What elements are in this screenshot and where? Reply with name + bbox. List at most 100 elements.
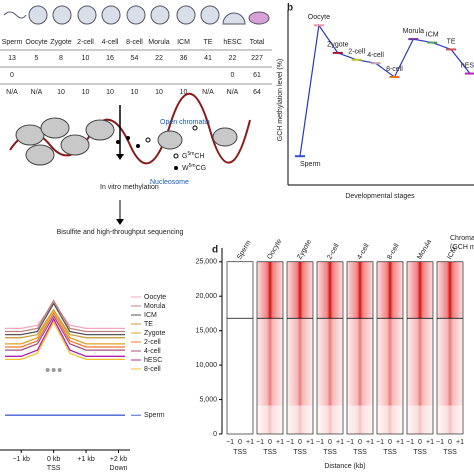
point-label: 2-cell — [348, 49, 365, 56]
column-tss: TSS — [413, 449, 427, 456]
column-tss: TSS — [233, 449, 247, 456]
y-tick-label: 25,000 — [196, 259, 218, 266]
table-header: hESC — [223, 39, 241, 46]
table-cell: 10 — [180, 89, 188, 96]
series-line — [5, 314, 125, 351]
table-header: Morula — [148, 39, 170, 46]
cell-icons — [3, 5, 270, 25]
heatmap-frame — [286, 261, 314, 435]
y-axis-label: GCH methylation level (%) — [277, 59, 284, 141]
decor-dot — [57, 368, 62, 372]
x-tick-label: +1 kb — [77, 456, 94, 463]
table-cell: 10 — [82, 89, 90, 96]
x-tick-label: 0 — [358, 439, 362, 446]
diagram-label: Open chromatin — [160, 119, 210, 126]
legend-label: 8-cell — [144, 366, 161, 373]
table-cell: N/A — [6, 89, 18, 96]
table-cell: 10 — [82, 55, 90, 62]
y-tick-label: 0 — [213, 431, 217, 438]
heatmap-low — [407, 405, 433, 434]
heatmap-frame — [346, 261, 374, 435]
table-header: Zygote — [50, 39, 72, 46]
legend-label: Sperm — [144, 412, 165, 419]
y-tick-label: 20,000 — [196, 293, 218, 300]
heatmap-top — [317, 261, 343, 319]
diagram-label: In vitro methylation — [100, 184, 159, 191]
diagram-label: Nucleosome — [150, 179, 189, 186]
y-tick-label: 10,000 — [196, 362, 218, 369]
table-cell: N/A — [227, 89, 239, 96]
series-line — [5, 311, 125, 348]
table-header: ICM — [177, 39, 190, 46]
heatmap-frame — [406, 261, 434, 435]
point-label: TE — [447, 38, 456, 45]
x-tick-label: −1 kb — [13, 456, 30, 463]
table-cell: 0 — [231, 72, 235, 79]
point-label: Morula — [403, 28, 425, 35]
table-cell: 227 — [251, 55, 263, 62]
heatmap-mid — [257, 318, 283, 406]
point-label: 4-cell — [367, 52, 384, 59]
x-tick-label: −1 — [226, 439, 234, 446]
table-cell: N/A — [31, 89, 43, 96]
panel-label: b — [287, 3, 293, 14]
column-tss: TSS — [353, 449, 367, 456]
table-header: Sperm — [2, 39, 23, 46]
table-cell: 54 — [131, 55, 139, 62]
series-line — [5, 308, 125, 345]
panel-label: d — [212, 245, 218, 256]
heatmap-frame — [256, 261, 284, 435]
legend-label: Morula — [144, 303, 166, 310]
diagram-label: Bisulfite and high-throughput sequencing — [57, 229, 184, 236]
annotation: TSS — [47, 465, 61, 472]
heatmap-low — [227, 406, 253, 434]
series-line — [5, 302, 125, 336]
x-tick-label: −1 — [436, 439, 444, 446]
x-tick-label: +1 — [456, 439, 464, 446]
heatmap-mid — [227, 318, 253, 405]
series-line — [299, 23, 471, 157]
x-axis-label: Developmental stages — [345, 193, 415, 200]
heatmap-low — [257, 405, 283, 434]
point-label: Sperm — [300, 161, 321, 168]
heatmap-top — [347, 261, 373, 319]
x-tick-label: +1 — [306, 439, 314, 446]
legend-label: TE — [144, 321, 153, 328]
point-label: hESC — [461, 62, 474, 69]
series-line — [5, 317, 125, 357]
decor-dot — [51, 368, 56, 372]
heatmap-top — [407, 261, 433, 319]
column-label: Oocyte — [266, 238, 283, 261]
x-tick-label: 0 — [448, 439, 452, 446]
x-tick-label: +1 — [366, 439, 374, 446]
heatmap-low — [317, 405, 343, 434]
x-tick-label: 0 — [328, 439, 332, 446]
table-cell: 36 — [180, 55, 188, 62]
x-axis-label: Distance (kb) — [324, 463, 365, 470]
table-header: 2-cell — [77, 39, 94, 46]
x-tick-label: +1 — [276, 439, 284, 446]
diagram-label: G5mCH — [182, 151, 205, 160]
column-tss: TSS — [263, 449, 277, 456]
point-label: 8-cell — [386, 66, 403, 73]
series-line — [5, 308, 125, 339]
column-tss: TSS — [443, 449, 457, 456]
column-label: Morula — [416, 239, 433, 261]
column-tss: TSS — [323, 449, 337, 456]
table-header: Oocyte — [25, 39, 47, 46]
x-tick-label: 0 kb — [47, 456, 60, 463]
heatmap-frame — [436, 261, 464, 435]
heatmap-frame — [316, 261, 344, 435]
series-line — [5, 299, 125, 333]
annotation: Down — [110, 465, 128, 472]
column-label: 4-cell — [356, 242, 371, 260]
point-label: ICM — [426, 31, 439, 38]
x-tick-label: 0 — [268, 439, 272, 446]
column-label: Sperm — [236, 239, 252, 261]
x-tick-label: −1 — [286, 439, 294, 446]
y-tick-label: 15,000 — [196, 328, 218, 335]
table-cell: 10 — [131, 89, 139, 96]
legend-label: 2-cell — [144, 339, 161, 346]
column-label: Zygote — [296, 239, 313, 261]
table-header: 4-cell — [102, 39, 119, 46]
